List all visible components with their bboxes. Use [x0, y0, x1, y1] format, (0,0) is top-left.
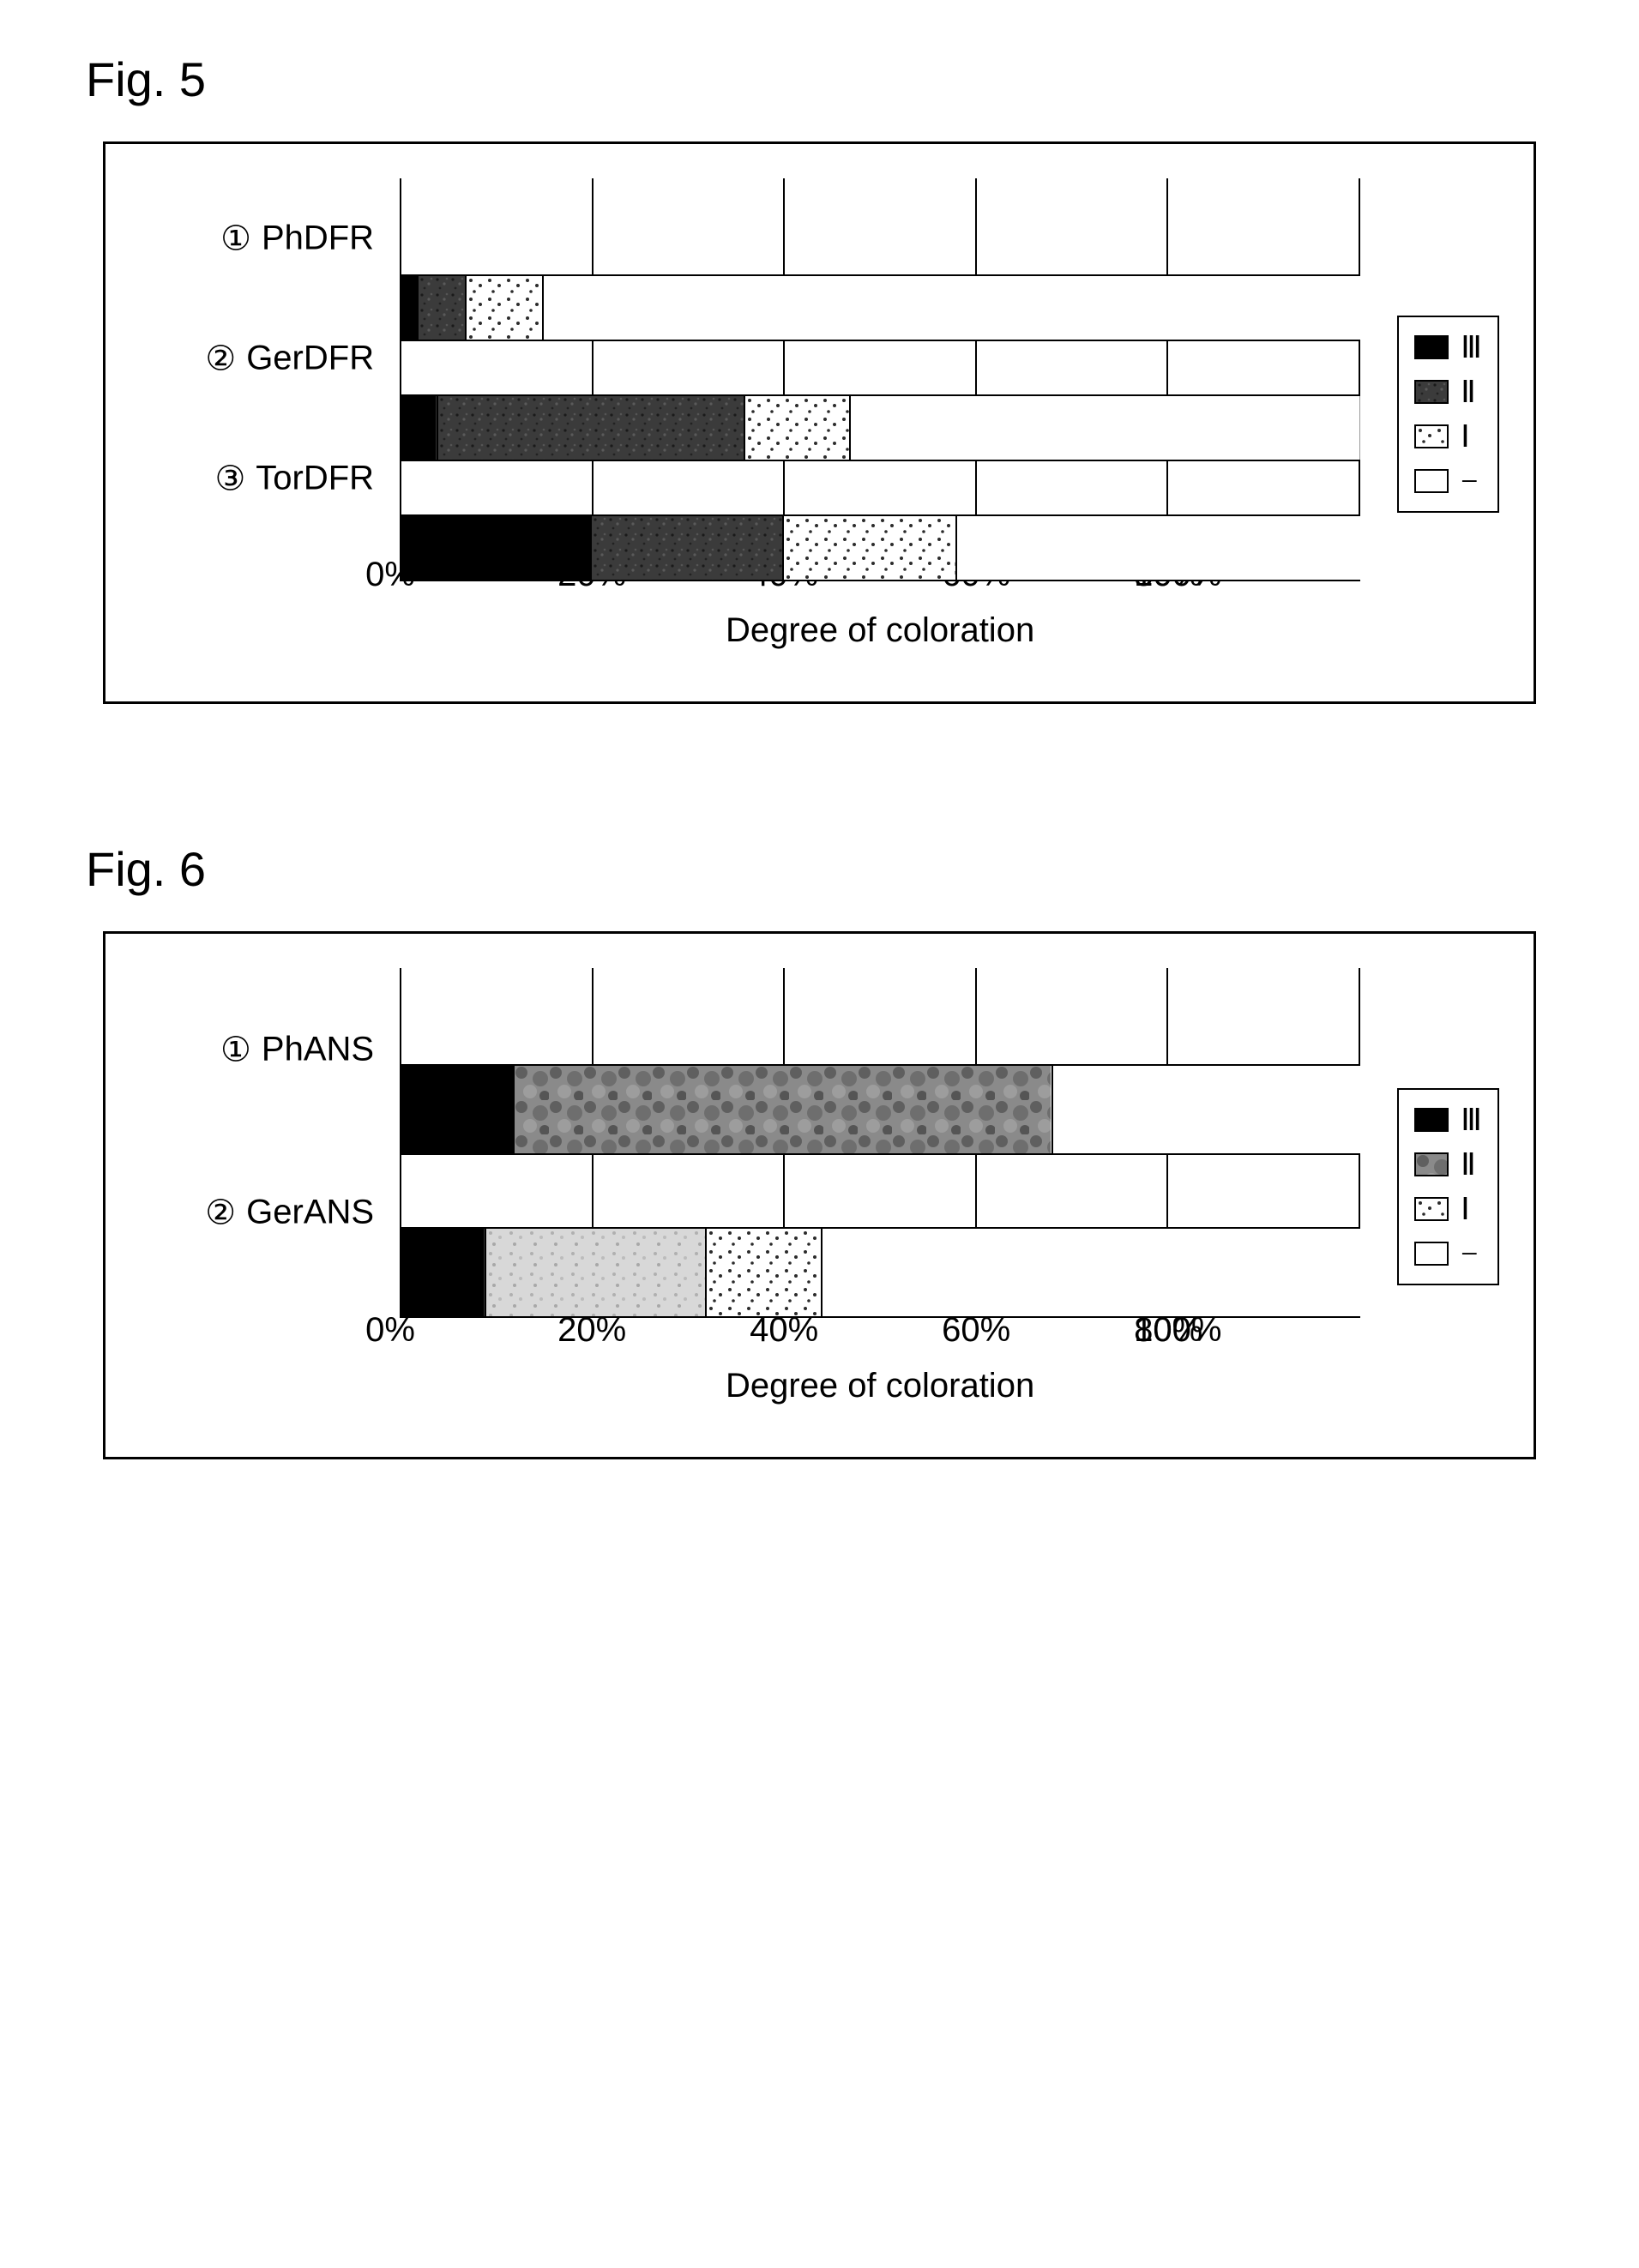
category-name: GerDFR — [246, 340, 374, 378]
bar-row: ②GerDFR — [400, 298, 1360, 418]
legend-swatch — [1414, 1108, 1449, 1132]
bar-row: ①PhANS — [400, 968, 1360, 1131]
circled-number: ② — [205, 1195, 236, 1230]
fig-2-plot-area: ①PhANS②GerANS — [400, 968, 1360, 1294]
fig-2-label: Fig. 6 — [86, 841, 1570, 897]
legend-item-none: − — [1414, 463, 1482, 499]
legend-swatch — [1414, 1242, 1449, 1266]
segment-none — [957, 516, 1360, 580]
fig-1-inner: ①PhDFR②GerDFR③TorDFR0%20%40%60%80%100%De… — [140, 178, 1499, 650]
segment-I — [784, 516, 957, 580]
category-label: ① PhANS — [220, 1031, 400, 1069]
segment-II — [486, 1229, 708, 1316]
fig-2-frame: ①PhANS②GerANS0%20%40%60%80%100%Degree of… — [103, 931, 1536, 1459]
legend-item-III: Ⅲ — [1414, 329, 1482, 365]
legend-item-I: Ⅰ — [1414, 1191, 1482, 1227]
category-label: ② GerDFR — [205, 340, 400, 378]
category-name: TorDFR — [256, 460, 374, 498]
legend-swatch — [1414, 469, 1449, 493]
category-label: ③ TorDFR — [214, 460, 400, 498]
fig-1-label: Fig. 5 — [86, 51, 1570, 107]
x-axis-label: Degree of coloration — [726, 1367, 1034, 1405]
legend-swatch — [1414, 424, 1449, 448]
segment-III — [400, 516, 592, 580]
circled-number: ③ — [214, 461, 245, 496]
legend-label: Ⅰ — [1461, 418, 1470, 454]
legend-label: Ⅲ — [1461, 329, 1482, 365]
legend-label: Ⅱ — [1461, 1146, 1476, 1182]
category-label: ② GerANS — [205, 1194, 400, 1232]
segment-II — [592, 516, 784, 580]
bar-rows: ①PhDFR②GerDFR③TorDFR — [400, 178, 1360, 538]
legend-item-II: Ⅱ — [1414, 374, 1482, 410]
circled-number: ① — [220, 1032, 251, 1067]
legend: Ⅲ Ⅱ Ⅰ − — [1397, 1088, 1499, 1285]
legend-swatch — [1414, 380, 1449, 404]
legend-item-III: Ⅲ — [1414, 1102, 1482, 1138]
legend-label: − — [1461, 463, 1478, 499]
stacked-bar — [400, 1227, 1360, 1318]
legend-swatch — [1414, 1197, 1449, 1221]
bar-row: ②GerANS — [400, 1131, 1360, 1294]
fig-1-plot-area: ①PhDFR②GerDFR③TorDFR — [400, 178, 1360, 538]
legend: Ⅲ Ⅱ Ⅰ − — [1397, 316, 1499, 513]
legend-item-none: − — [1414, 1236, 1482, 1272]
legend-label: − — [1461, 1236, 1478, 1272]
category-name: GerANS — [246, 1194, 374, 1232]
segment-none — [823, 1229, 1360, 1316]
legend-swatch — [1414, 335, 1449, 359]
bar-row: ③TorDFR — [400, 418, 1360, 538]
fig-2-plot-column: ①PhANS②GerANS0%20%40%60%80%100%Degree of… — [397, 968, 1363, 1405]
legend-swatch — [1414, 1152, 1449, 1176]
legend-item-I: Ⅰ — [1414, 418, 1482, 454]
segment-I — [707, 1229, 822, 1316]
fig-1-frame: ①PhDFR②GerDFR③TorDFR0%20%40%60%80%100%De… — [103, 141, 1536, 704]
stacked-bar — [400, 514, 1360, 581]
segment-III — [400, 1229, 486, 1316]
bar-row: ①PhDFR — [400, 178, 1360, 298]
legend-item-II: Ⅱ — [1414, 1146, 1482, 1182]
circled-number: ② — [205, 341, 236, 376]
bar-rows: ①PhANS②GerANS — [400, 968, 1360, 1294]
category-label: ① PhDFR — [220, 220, 400, 258]
category-name: PhANS — [262, 1031, 374, 1069]
legend-label: Ⅲ — [1461, 1102, 1482, 1138]
x-axis-label: Degree of coloration — [726, 611, 1034, 650]
fig-1-plot-column: ①PhDFR②GerDFR③TorDFR0%20%40%60%80%100%De… — [397, 178, 1363, 650]
legend-label: Ⅱ — [1461, 374, 1476, 410]
category-name: PhDFR — [262, 220, 374, 258]
circled-number: ① — [220, 221, 251, 256]
legend-label: Ⅰ — [1461, 1191, 1470, 1227]
fig-2-inner: ①PhANS②GerANS0%20%40%60%80%100%Degree of… — [140, 968, 1499, 1405]
